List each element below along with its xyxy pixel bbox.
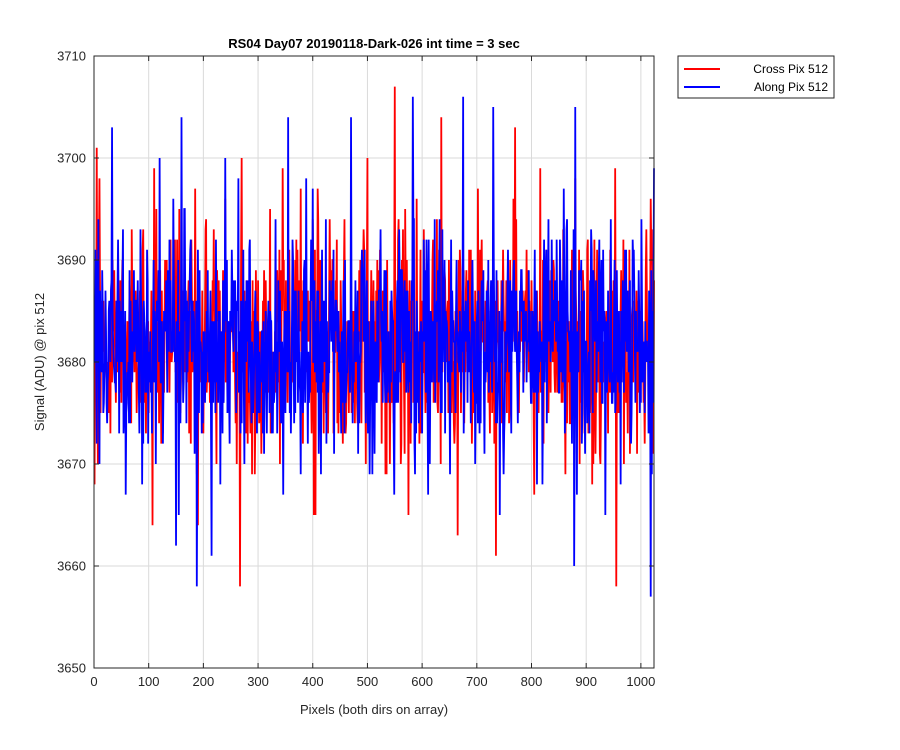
x-tick-label: 300 [247,674,269,689]
y-tick-label: 3690 [57,253,86,268]
y-tick-label: 3650 [57,661,86,676]
legend[interactable]: Cross Pix 512 Along Pix 512 [677,55,835,99]
y-tick-label: 3660 [57,559,86,574]
x-tick-label: 200 [193,674,215,689]
x-tick-label: 1000 [626,674,655,689]
x-tick-label: 400 [302,674,324,689]
x-axis-label: Pixels (both dirs on array) [300,702,448,717]
x-tick-label: 800 [521,674,543,689]
x-tick-label: 100 [138,674,160,689]
y-tick-label: 3670 [57,457,86,472]
y-tick-label: 3680 [57,355,86,370]
series-layer [93,86,655,597]
x-tick-label: 0 [90,674,97,689]
y-axis-label: Signal (ADU) @ pix 512 [32,293,47,431]
x-tick-label: 700 [466,674,488,689]
x-tick-label: 900 [575,674,597,689]
chart-title: RS04 Day07 20190118-Dark-026 int time = … [228,36,520,51]
x-tick-label: 600 [411,674,433,689]
series-along-pix-512 [94,96,655,597]
axis-ticks: 0 100 200 300 400 500 600 700 800 900 1000 3650 3660… [57,49,655,690]
y-tick-label: 3710 [57,49,86,64]
legend-label-cross: Cross Pix 512 [753,62,828,76]
legend-box [677,55,835,99]
y-tick-label: 3700 [57,151,86,166]
x-tick-label: 500 [357,674,379,689]
legend-label-along: Along Pix 512 [754,80,828,94]
